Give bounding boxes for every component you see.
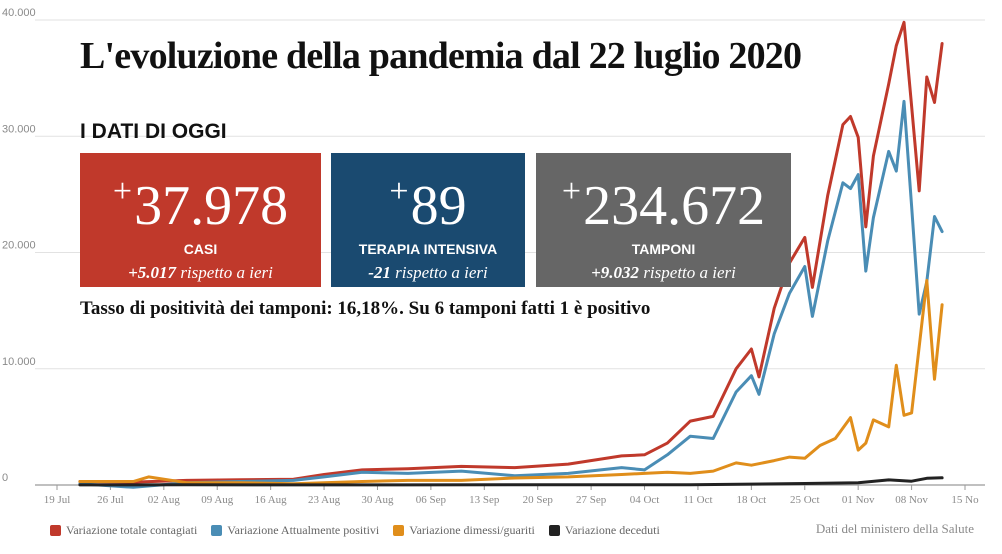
y-tick-label: 20.000 [2, 240, 36, 252]
stat-box-casi: +37.978 CASI +5.017 rispetto a ieri [80, 153, 321, 287]
x-tick-label: 16 Aug [255, 494, 288, 506]
legend: Variazione totale contagiati Variazione … [50, 523, 674, 538]
series-line-deceduti [78, 476, 944, 487]
chart-title: L'evoluzione della pandemia dal 22 lugli… [80, 35, 802, 77]
x-tick-label: 13 Sep [469, 494, 500, 506]
x-tick-label: 15 No [951, 494, 979, 506]
x-tick-label: 11 Oct [683, 494, 712, 506]
stat-label-terapia-intensiva: TERAPIA INTENSIVA [358, 241, 498, 257]
legend-item-deceduti: Variazione deceduti [548, 523, 660, 538]
legend-swatch-deceduti [548, 525, 560, 536]
legend-label-dimessi-guariti: Variazione dimessi/guariti [409, 523, 535, 537]
y-tick-label: 30.000 [2, 123, 36, 135]
source-note: Dati del ministero della Salute [815, 521, 974, 536]
x-tick-label: 01 Nov [842, 494, 875, 506]
legend-item-dimessi-guariti: Variazione dimessi/guariti [393, 523, 535, 538]
x-tick-label: 20 Sep [523, 494, 554, 506]
stat-value-casi: +37.978 [112, 173, 289, 237]
legend-item-attualmente-positivi: Variazione Attualmente positivi [211, 523, 379, 538]
x-tick-label: 04 Oct [630, 494, 660, 506]
subtitle: I DATI DI OGGI [80, 120, 227, 143]
series-line-attualmente-positivi [78, 99, 944, 489]
y-tick-label: 0 [2, 472, 8, 484]
x-tick-label: 27 Sep [576, 494, 607, 506]
legend-swatch-dimessi-guariti [393, 525, 405, 536]
stat-value-tamponi: +234.672 [561, 173, 766, 237]
legend-swatch-attualmente-positivi [211, 525, 223, 536]
series-line-contagiati [78, 20, 944, 484]
x-tick-label: 08 Nov [895, 494, 928, 506]
x-tick-label: 25 Oct [790, 494, 820, 506]
stat-label-casi: CASI [183, 241, 218, 257]
y-tick-label: 10.000 [2, 356, 36, 368]
stat-change-terapia-intensiva: -21 rispetto a ieri [368, 263, 488, 282]
stat-change-casi: +5.017 rispetto a ieri [128, 263, 273, 282]
legend-label-deceduti: Variazione deceduti [564, 523, 660, 537]
stat-value-terapia-intensiva: +89 [389, 173, 467, 237]
x-tick-label: 26 Jul [97, 494, 124, 506]
positivity-rate-text: Tasso di positività dei tamponi: 16,18%.… [80, 298, 651, 319]
legend-label-contagiati: Variazione totale contagiati [66, 523, 198, 537]
x-tick-label: 02 Aug [148, 494, 181, 506]
series-line-dimessi-guariti [78, 278, 944, 486]
x-tick-label: 30 Aug [361, 494, 394, 506]
y-tick-label: 40.000 [2, 7, 36, 19]
x-tick-label: 18 Oct [737, 494, 767, 506]
x-tick-label: 19 Jul [44, 494, 71, 506]
legend-item-contagiati: Variazione totale contagiati [50, 523, 197, 538]
stat-change-tamponi: +9.032 rispetto a ieri [591, 263, 736, 282]
x-tick-label: 23 Aug [308, 494, 341, 506]
legend-swatch-contagiati [50, 525, 61, 536]
x-tick-label: 06 Sep [416, 494, 447, 506]
legend-label-attualmente-positivi: Variazione Attualmente positivi [227, 523, 380, 537]
x-tick-label: 09 Aug [201, 494, 234, 506]
stat-box-terapia-intensiva: +89 TERAPIA INTENSIVA -21 rispetto a ier… [331, 153, 525, 287]
stat-label-tamponi: TAMPONI [631, 241, 696, 257]
stat-box-tamponi: +234.672 TAMPONI +9.032 rispetto a ieri [536, 153, 791, 287]
